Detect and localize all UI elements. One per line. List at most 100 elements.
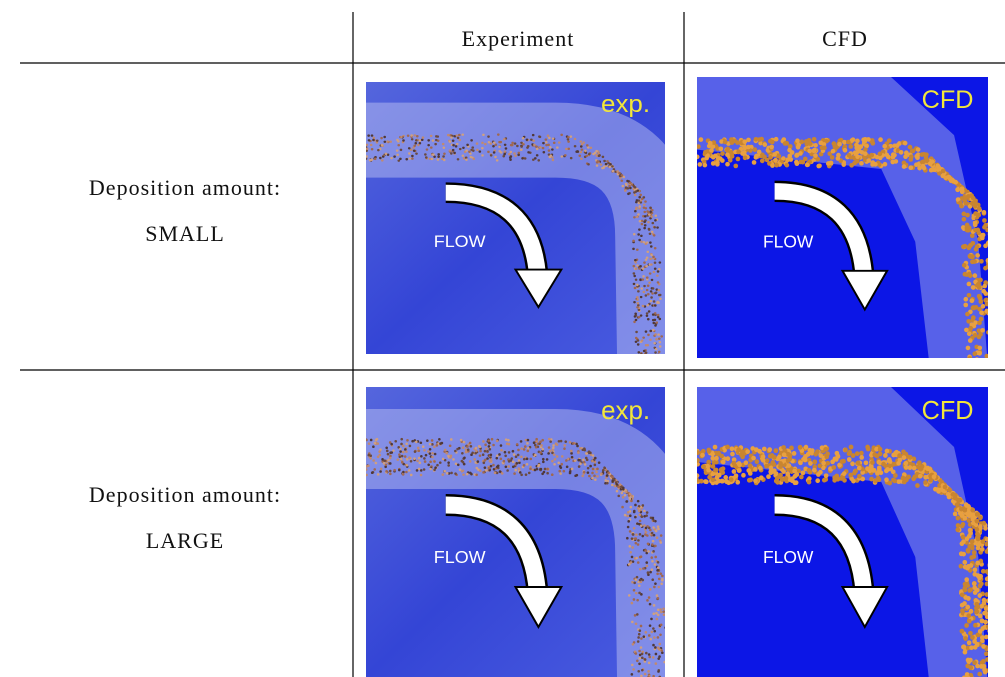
particle <box>989 578 994 583</box>
experiment-image: exp.FLOW <box>365 82 665 363</box>
particle <box>611 480 614 483</box>
particle <box>635 578 638 581</box>
particle <box>503 138 506 140</box>
particle <box>616 490 619 493</box>
particle <box>457 158 460 160</box>
particle <box>855 451 860 456</box>
particle <box>628 594 631 597</box>
particle <box>615 483 618 486</box>
particle <box>661 579 664 582</box>
particle <box>987 227 992 232</box>
flow-label: FLOW <box>763 232 814 252</box>
particle <box>399 450 402 453</box>
particle <box>978 515 983 520</box>
particle <box>896 479 901 484</box>
particle <box>990 307 995 312</box>
particle <box>960 592 965 597</box>
particle <box>459 468 462 471</box>
particle <box>739 452 744 457</box>
particle <box>558 141 561 143</box>
particle <box>762 155 767 160</box>
particle <box>640 296 643 298</box>
particle <box>633 511 636 514</box>
particle <box>524 445 527 448</box>
particle <box>971 196 976 201</box>
particle <box>893 473 898 478</box>
particle <box>968 243 973 248</box>
particle <box>804 139 809 144</box>
particle <box>539 441 542 444</box>
particle <box>365 157 368 159</box>
particle <box>587 471 590 474</box>
particle <box>754 447 759 452</box>
flow-label: FLOW <box>434 232 486 251</box>
particle <box>649 233 652 235</box>
particle <box>992 644 997 649</box>
particle <box>988 602 993 607</box>
particle <box>958 498 963 503</box>
particle <box>813 153 818 158</box>
particle <box>458 139 461 141</box>
particle <box>646 565 649 568</box>
particle <box>509 159 512 161</box>
particle <box>781 445 786 450</box>
particle <box>666 668 669 671</box>
particle <box>636 306 639 308</box>
particle <box>817 163 822 168</box>
particle <box>446 472 449 475</box>
particle <box>932 167 937 172</box>
particle <box>431 443 434 446</box>
particle <box>964 503 969 508</box>
particle <box>774 163 779 168</box>
particle <box>695 458 700 463</box>
particle <box>504 144 507 146</box>
particle <box>812 137 817 142</box>
particle <box>505 438 508 441</box>
particle <box>404 455 407 458</box>
particle <box>962 212 967 217</box>
particle <box>596 475 599 478</box>
particle <box>504 455 507 458</box>
particle <box>993 672 998 677</box>
particle <box>498 453 501 456</box>
particle <box>633 233 636 235</box>
flow-label: FLOW <box>434 547 486 567</box>
particle <box>571 456 574 459</box>
particle <box>755 459 760 464</box>
particle <box>992 620 997 625</box>
particle <box>435 139 438 141</box>
particle <box>652 517 655 520</box>
particle <box>397 144 400 146</box>
particle <box>651 578 654 581</box>
particle <box>901 449 906 454</box>
particle <box>496 159 499 161</box>
particle <box>639 265 642 267</box>
particle <box>975 532 980 537</box>
particle <box>709 148 714 153</box>
particle <box>658 643 661 646</box>
particle <box>969 645 974 650</box>
particle <box>979 259 984 264</box>
particle <box>883 453 888 458</box>
particle <box>990 577 995 582</box>
particle <box>908 455 913 460</box>
particle <box>393 469 396 472</box>
particle <box>703 150 708 155</box>
particle <box>643 241 646 243</box>
particle <box>413 134 416 136</box>
particle <box>695 478 700 483</box>
particle <box>951 179 956 184</box>
particle <box>637 339 640 341</box>
particle <box>696 144 701 149</box>
particle <box>539 146 542 148</box>
particle <box>382 155 385 157</box>
particle <box>912 466 917 471</box>
particle <box>982 218 987 223</box>
particle <box>645 294 648 296</box>
particle <box>546 458 549 461</box>
particle <box>985 302 990 307</box>
particle <box>458 134 461 136</box>
particle <box>972 351 977 356</box>
particle <box>441 158 444 160</box>
particle <box>514 469 517 472</box>
